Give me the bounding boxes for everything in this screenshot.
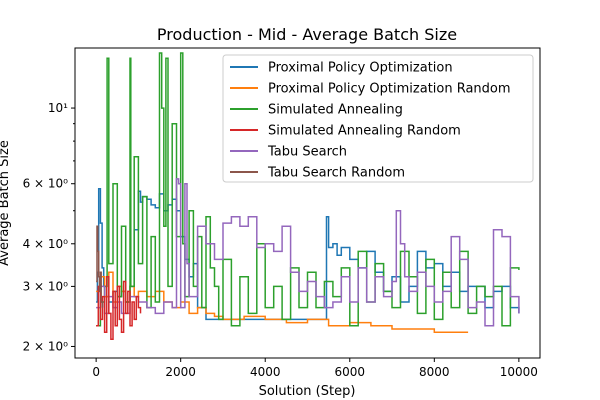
y-tick-label: 3 × 10⁰ [23,279,69,293]
series-line-simulated-annealing-random [96,276,142,340]
chart-title: Production - Mid - Average Batch Size [157,25,457,44]
plot-area [96,52,520,340]
series-line-tabu-search-random [96,225,104,308]
legend-label: Proximal Policy Optimization Random [268,82,511,97]
y-tick-label: 4 × 10⁰ [23,237,69,251]
x-axis: 0 2000 4000 6000 8000 10000 [92,358,538,379]
x-axis-label: Solution (Step) [259,384,356,399]
y-tick-label: 2 × 10⁰ [23,339,69,353]
x-tick-label: 4000 [250,365,281,379]
x-tick-label: 0 [92,365,100,379]
y-tick-label: 6 × 10⁰ [23,177,69,191]
y-tick-label: 10¹ [48,101,68,115]
legend-label: Tabu Search Random [267,166,405,181]
x-tick-label: 10000 [500,365,538,379]
legend-label: Simulated Annealing [268,103,403,118]
legend: Proximal Policy Optimization Proximal Pol… [222,54,534,183]
legend-frame [222,54,534,183]
legend-label: Simulated Annealing Random [268,124,461,139]
plot-frame [74,47,541,359]
x-tick-label: 8000 [419,365,450,379]
legend-label: Tabu Search [267,145,347,160]
legend-label: Proximal Policy Optimization [268,61,453,76]
series-line-tabu-search [96,178,520,327]
y-axis: 2 × 10⁰ 3 × 10⁰ 4 × 10⁰ 6 × 10⁰ 10¹ [23,101,75,353]
x-tick-label: 2000 [165,365,196,379]
x-tick-label: 6000 [334,365,365,379]
y-axis-label: Average Batch Size [0,140,12,266]
